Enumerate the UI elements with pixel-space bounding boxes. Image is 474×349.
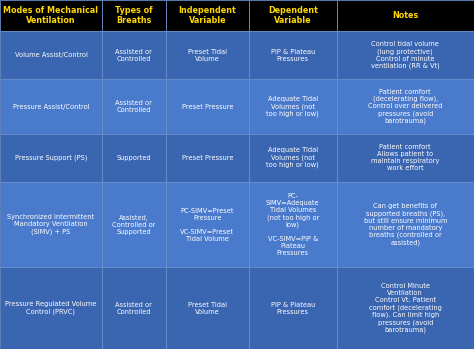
Text: Control Minute
Ventilation
Control Vt. Patient
comfort (decelerating
flow). Can : Control Minute Ventilation Control Vt. P… [369, 283, 442, 333]
Bar [249, 80, 337, 134]
Text: Modes of Mechanical
Ventilation: Modes of Mechanical Ventilation [3, 6, 99, 25]
Text: Volume Assist/Control: Volume Assist/Control [15, 52, 87, 58]
Text: Preset Pressure: Preset Pressure [182, 155, 233, 161]
Bar [337, 0, 474, 31]
Bar [0, 80, 102, 134]
Text: PIP & Plateau
Pressures: PIP & Plateau Pressures [271, 302, 315, 315]
Bar [337, 80, 474, 134]
Bar [249, 31, 337, 80]
Text: Types of
Breaths: Types of Breaths [115, 6, 153, 25]
Bar [102, 31, 166, 80]
Bar [166, 80, 249, 134]
Bar [0, 134, 102, 182]
Text: Synchronized Intermittent
Mandatory Ventilation
(SIMV) + PS: Synchronized Intermittent Mandatory Vent… [8, 214, 94, 235]
Text: Notes: Notes [392, 11, 419, 20]
Bar [337, 134, 474, 182]
Text: Patient comfort
(decelerating flow),
Control over delivered
pressures (avoid
bar: Patient comfort (decelerating flow), Con… [368, 89, 443, 124]
Bar [102, 182, 166, 267]
Text: PC-
SIMV=Adequate
Tidal Volumes
(not too high or
low)

VC-SIMV=PIP &
Plateau
Pre: PC- SIMV=Adequate Tidal Volumes (not too… [266, 193, 319, 256]
Bar [0, 182, 102, 267]
Bar [249, 134, 337, 182]
Bar [337, 182, 474, 267]
Text: Assisted,
Controlled or
Supported: Assisted, Controlled or Supported [112, 215, 155, 235]
Text: Patient comfort
Allows patient to
maintain respiratory
work effort: Patient comfort Allows patient to mainta… [371, 144, 439, 171]
Text: Pressure Regulated Volume
Control (PRVC): Pressure Regulated Volume Control (PRVC) [5, 302, 97, 315]
Text: Pressure Support (PS): Pressure Support (PS) [15, 155, 87, 161]
Text: Preset Tidal
Volume: Preset Tidal Volume [188, 302, 227, 315]
Bar [337, 267, 474, 349]
Text: Independent
Variable: Independent Variable [179, 6, 236, 25]
Text: Control tidal volume
(lung protective)
Control of minute
ventilation (RR & Vt): Control tidal volume (lung protective) C… [371, 42, 440, 69]
Text: Adequate Tidal
Volumes (not
too high or low): Adequate Tidal Volumes (not too high or … [266, 96, 319, 117]
Text: PIP & Plateau
Pressures: PIP & Plateau Pressures [271, 49, 315, 62]
Bar [166, 0, 249, 31]
Bar [166, 267, 249, 349]
Bar [102, 80, 166, 134]
Text: Can get benefits of
supported breaths (PS),
but still ensure minimum
number of m: Can get benefits of supported breaths (P… [364, 203, 447, 246]
Text: PC-SIMV=Preset
Pressure

VC-SIMV=Preset
Tidal Volume: PC-SIMV=Preset Pressure VC-SIMV=Preset T… [181, 208, 234, 242]
Bar [0, 31, 102, 80]
Bar [166, 182, 249, 267]
Bar [249, 267, 337, 349]
Text: Dependent
Variable: Dependent Variable [268, 6, 318, 25]
Text: Pressure Assist/Control: Pressure Assist/Control [13, 104, 89, 110]
Bar [0, 267, 102, 349]
Text: Assisted or
Controlled: Assisted or Controlled [116, 49, 152, 62]
Bar [166, 31, 249, 80]
Bar [102, 0, 166, 31]
Bar [337, 31, 474, 80]
Bar [249, 182, 337, 267]
Text: Supported: Supported [117, 155, 151, 161]
Text: Preset Pressure: Preset Pressure [182, 104, 233, 110]
Text: Adequate Tidal
Volumes (not
too high or low): Adequate Tidal Volumes (not too high or … [266, 147, 319, 168]
Bar [102, 134, 166, 182]
Bar [102, 267, 166, 349]
Bar [0, 0, 102, 31]
Text: Assisted or
Controlled: Assisted or Controlled [116, 100, 152, 113]
Text: Preset Tidal
Volume: Preset Tidal Volume [188, 49, 227, 62]
Bar [166, 134, 249, 182]
Text: Assisted or
Controlled: Assisted or Controlled [116, 302, 152, 315]
Bar [249, 0, 337, 31]
